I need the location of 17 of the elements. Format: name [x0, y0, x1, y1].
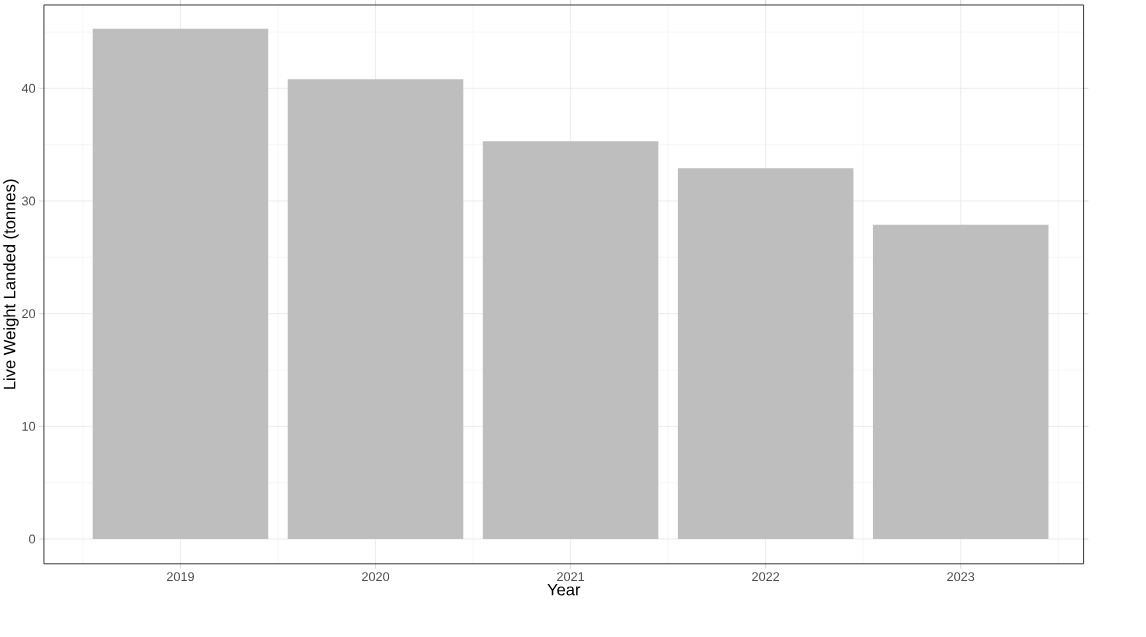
- x-tick-label: 2020: [362, 572, 390, 582]
- y-tick-label: 40: [21, 83, 36, 93]
- x-tick-label: 2021: [557, 572, 585, 582]
- bar: [287, 79, 464, 540]
- x-tick-label: 2019: [167, 572, 194, 582]
- x-axis-title: Year: [547, 583, 581, 596]
- y-tick-label: 10: [22, 421, 36, 431]
- y-tick-label: 20: [22, 309, 36, 319]
- x-tick-label: 2023: [947, 572, 975, 582]
- bar: [872, 224, 1049, 540]
- y-axis-title: Live Weight Landed (tonnes): [3, 179, 19, 389]
- y-tick-label: 30: [21, 196, 36, 206]
- x-tick-label: 2022: [752, 572, 780, 582]
- bar: [677, 168, 854, 540]
- y-tick-label: 0: [29, 534, 36, 544]
- bar: [92, 28, 269, 540]
- bar: [482, 141, 659, 540]
